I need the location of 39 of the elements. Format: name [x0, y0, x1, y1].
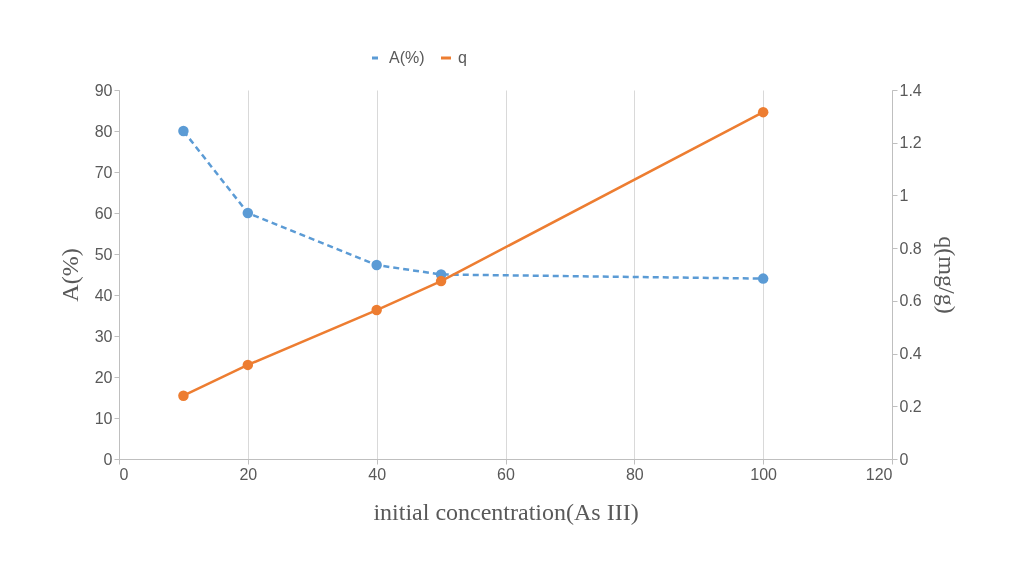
point — [371, 304, 382, 316]
x-tick-label: 40 — [368, 465, 387, 483]
y2-tick-label: 0.8 — [899, 239, 922, 257]
y2-tick-label: 0.2 — [899, 397, 922, 415]
x-tick-label: 100 — [750, 465, 778, 483]
point — [757, 273, 769, 284]
y-axis-title: A(%) — [56, 248, 83, 302]
point — [757, 106, 769, 118]
y-tick-label: 30 — [94, 327, 113, 345]
y2-tick-label: 0.4 — [899, 345, 922, 363]
x-tick-label: 60 — [497, 465, 515, 483]
legend-label: A(%) — [389, 49, 425, 66]
y-tick-label: 80 — [94, 122, 113, 140]
point — [178, 390, 189, 401]
y-tick-label: 40 — [94, 286, 113, 304]
y2-tick-label: 0 — [899, 450, 909, 468]
point — [242, 359, 254, 371]
y2-tick-label: 1 — [899, 186, 909, 204]
legend-label: q — [458, 49, 467, 66]
x-tick-label: 80 — [625, 465, 644, 483]
y-tick-label: 10 — [94, 409, 113, 427]
x-tick-label: 0 — [119, 465, 129, 483]
y-tick-label: 0 — [103, 450, 113, 468]
x-axis-title: initial concentration(As III) — [373, 498, 639, 525]
x-tick-label: 20 — [239, 465, 258, 483]
y-tick-label: 90 — [94, 81, 113, 99]
point — [435, 275, 447, 287]
y-tick-label: 60 — [94, 204, 113, 222]
y2-tick-label: 1.4 — [899, 81, 922, 99]
y2-tick-label: 0.6 — [899, 292, 922, 310]
point — [178, 125, 189, 137]
y2-axis-title: q(mg/g) — [933, 236, 960, 314]
x-tick-label: 120 — [865, 465, 893, 483]
y-tick-label: 50 — [94, 245, 113, 263]
y2-tick-label: 1.2 — [899, 134, 922, 152]
y-tick-label: 20 — [94, 368, 113, 386]
point — [242, 207, 254, 219]
point — [371, 259, 382, 271]
y-tick-label: 70 — [94, 163, 113, 181]
